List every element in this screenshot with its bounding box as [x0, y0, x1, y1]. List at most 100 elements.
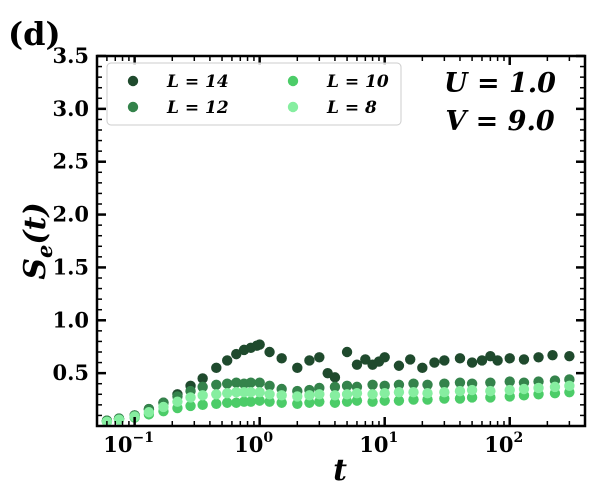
legend-label: L = 10 [326, 72, 389, 92]
data-point [314, 352, 325, 363]
data-point [393, 386, 405, 398]
data-point [222, 355, 233, 366]
data-point [454, 353, 466, 364]
x-tick-label: 102 [484, 430, 523, 457]
data-point [393, 379, 405, 390]
y-tick-label: 3.5 [52, 43, 89, 68]
data-point [143, 407, 155, 418]
y-tick-label: 2.5 [52, 149, 89, 174]
data-point [564, 380, 575, 392]
data-point [292, 391, 303, 402]
data-point [276, 390, 287, 401]
data-point [129, 411, 140, 422]
data-point [304, 390, 315, 401]
data-point [329, 381, 341, 393]
data-point [504, 376, 515, 387]
legend-marker [287, 75, 299, 87]
x-tick-label: 100 [234, 430, 273, 457]
data-point [360, 354, 371, 365]
data-point [292, 398, 303, 409]
y-axis-label-text: Se(t) [18, 202, 57, 279]
data-point [417, 362, 428, 374]
data-point [304, 397, 315, 408]
data-point [379, 388, 390, 399]
data-point [245, 377, 257, 388]
data-point [254, 386, 265, 398]
param-v: V = 9.0 [445, 106, 555, 137]
data-point [379, 352, 390, 363]
x-tick-label: 101 [359, 430, 398, 457]
data-point [379, 380, 390, 392]
data-point [422, 379, 433, 390]
param-u: U = 1.0 [444, 68, 556, 99]
data-point [429, 357, 440, 368]
legend-label: L = 12 [166, 98, 229, 118]
legend-marker [127, 101, 139, 113]
data-point [276, 397, 287, 408]
data-point [466, 392, 478, 403]
legend: L = 14 L = 12 L = 10 L = 8 [106, 62, 402, 126]
data-point [197, 399, 208, 411]
data-point [211, 379, 222, 390]
data-point [341, 396, 353, 407]
data-point [492, 355, 503, 366]
data-point [341, 380, 353, 392]
data-point [231, 386, 242, 398]
data-point [408, 378, 419, 389]
data-point [264, 380, 275, 392]
legend-marker [127, 75, 139, 87]
data-point [231, 348, 242, 360]
data-point [393, 395, 405, 406]
data-point [351, 359, 363, 370]
data-point [405, 354, 416, 365]
series-l14 [101, 339, 575, 426]
data-point [329, 372, 341, 383]
data-point [231, 377, 242, 388]
data-point [329, 397, 341, 408]
data-point [245, 386, 257, 398]
data-point [222, 397, 233, 408]
data-point [245, 396, 257, 407]
y-tick-label: 1.0 [52, 307, 89, 332]
data-point [518, 383, 530, 395]
data-point [454, 393, 466, 404]
data-point [454, 377, 466, 388]
x-axis-label: t [333, 453, 347, 488]
data-point [367, 379, 378, 390]
data-point [454, 385, 466, 397]
panel-label: (d) [8, 15, 61, 53]
data-point [367, 389, 378, 400]
data-point [341, 389, 353, 400]
y-axis-label: Se(t) [18, 202, 57, 279]
data-point [504, 353, 515, 364]
data-point [211, 398, 222, 409]
data-point [172, 396, 183, 407]
data-point [254, 339, 265, 350]
data-point [304, 355, 315, 366]
data-point [393, 360, 405, 371]
data-point [439, 355, 450, 366]
data-point [564, 351, 575, 362]
data-point [549, 381, 561, 393]
data-point [351, 388, 363, 399]
data-point [211, 389, 222, 400]
data-points [101, 339, 575, 427]
data-point [222, 378, 233, 389]
data-point [197, 390, 208, 401]
data-point [518, 354, 530, 365]
data-point [211, 362, 222, 374]
data-point [439, 386, 450, 398]
data-point [476, 355, 488, 366]
data-point [485, 377, 496, 388]
y-tick-label: 2.0 [52, 202, 89, 227]
plot-frame [95, 54, 587, 428]
legend-label: L = 14 [166, 72, 229, 92]
data-point [422, 388, 433, 399]
data-point [254, 377, 265, 388]
y-tick-label: 1.5 [52, 254, 89, 279]
data-point [197, 373, 208, 384]
data-point [439, 378, 450, 389]
y-tick-label: 0.5 [52, 360, 89, 385]
data-point [185, 400, 196, 412]
